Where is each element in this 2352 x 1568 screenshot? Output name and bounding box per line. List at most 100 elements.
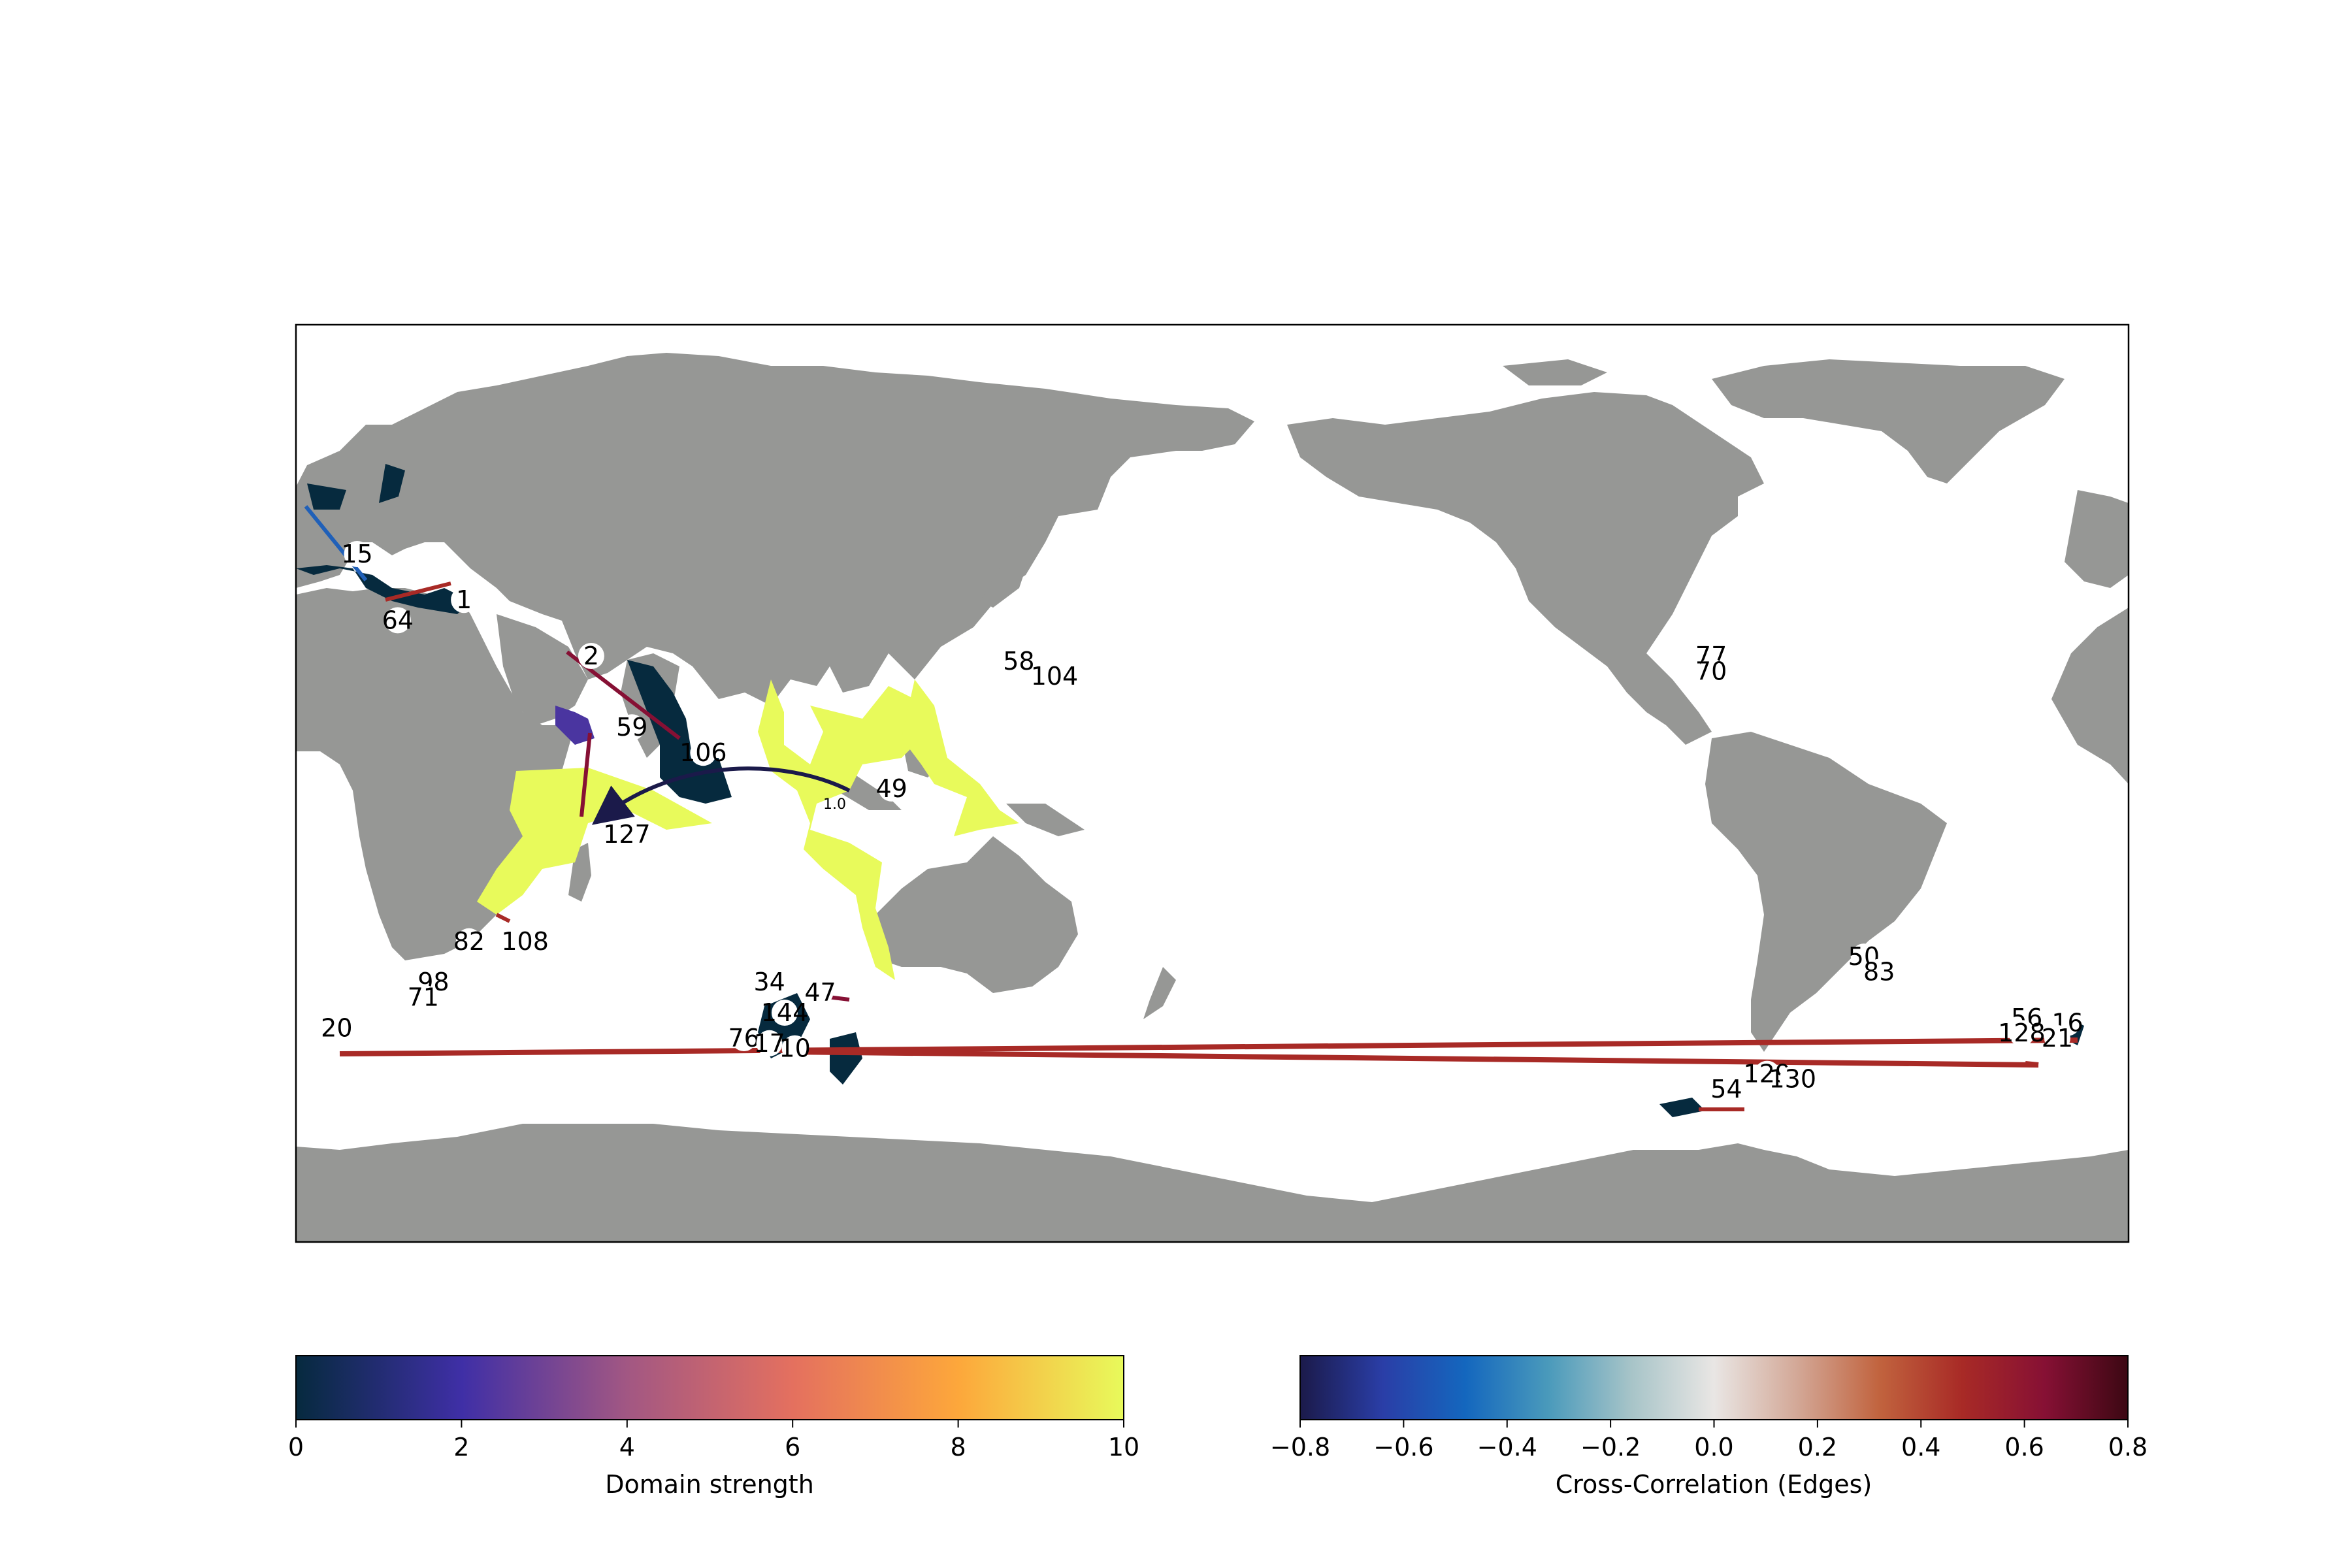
node-54: 54 [1710,1075,1742,1103]
node-marker [772,1000,798,1026]
colorbar-edges-ticks: −0.8 −0.6 −0.4 −0.2 0.0 0.2 0.4 0.6 0.8 [1270,1420,2148,1462]
edge-59-127 [580,732,592,817]
tick-label: 8 [951,1433,966,1462]
edge-144-21 [783,1049,2039,1068]
domain-strong-indian-ocean [477,768,712,915]
node-label: 144 [761,998,809,1027]
node-83: 83 [1863,958,1895,987]
domains [296,464,2084,1117]
node-82: 82 [453,927,485,956]
node-label: 15 [341,540,372,568]
node-label: 64 [382,606,414,634]
node-20: 20 [321,1013,352,1042]
node-108: 108 [501,927,549,956]
tick-label: 4 [619,1433,635,1462]
tick-label: 2 [453,1433,469,1462]
node-34: 34 [753,968,785,996]
colorbar-edges-gradient [1299,1355,2129,1420]
node-label: 2 [583,642,599,670]
land-japan [980,516,1032,608]
node-marker [384,607,411,634]
node-marker [1713,1076,1740,1102]
node-marker [1698,658,1725,685]
node-marker [1866,958,1893,985]
land-newguinea [1006,804,1085,836]
tick-label: 0.6 [2004,1433,2044,1462]
node-label: 106 [679,738,727,767]
node-marker [1779,1066,1806,1092]
node-marker [344,541,370,567]
node-label: 76 [728,1024,759,1053]
node-label: 127 [603,820,651,849]
colorbar-domain-ticks: 0 2 4 6 8 10 [288,1420,1139,1462]
tick-label: −0.2 [1580,1433,1641,1462]
edge-82-108 [495,913,511,923]
node-marker [2044,1025,2070,1051]
node-70: 70 [1695,657,1727,685]
node-17: 17 [753,1029,785,1058]
node-10: 10 [779,1034,810,1063]
edge-20-16 [339,1037,2078,1056]
node-104: 104 [1031,662,1079,691]
node-71: 71 [408,983,439,1012]
node-label: 58 [1003,647,1034,676]
node-label: 59 [616,713,647,742]
land-europe-east-edge [2065,490,2129,588]
node-marker [756,1030,783,1056]
node-marker [781,1035,808,1062]
node-marker [323,1015,350,1041]
node-label: 82 [453,927,485,956]
node-64: 64 [382,606,414,634]
node-label: 21 [2042,1024,2073,1053]
colorbar-domain-gradient [295,1355,1124,1420]
tick-label: 6 [785,1433,800,1462]
node-144: 144 [761,998,809,1027]
tick-label: 0.4 [1901,1433,1940,1462]
node-label: 83 [1863,958,1895,987]
node-label: 130 [1769,1064,1816,1093]
node-15: 15 [341,540,372,568]
node-label: 71 [408,983,439,1012]
edge-49-127 [591,766,851,825]
node-marker [690,740,717,766]
node-label: 108 [501,927,549,956]
node-label: 128 [1998,1019,2046,1047]
node-127: 127 [603,820,651,849]
node-1: 1 [451,585,478,614]
tick-label: 0.0 [1694,1433,1733,1462]
domain-weak-europe [307,483,346,510]
node-label: 17 [753,1029,785,1058]
node-marker [455,928,482,955]
node-label: 10 [779,1034,810,1063]
edge-128-21 [2025,1061,2039,1068]
node-label: 1 [456,585,472,614]
node-marker [1005,647,1032,674]
node-106: 106 [679,738,727,767]
land-southamerica [1705,732,1947,1052]
node-marker [578,643,604,669]
domain-strong-pacific [902,679,1019,836]
tick-label: −0.6 [1373,1433,1433,1462]
node-label: 70 [1695,657,1727,685]
node-marker [619,714,645,741]
domain-mid-somali [555,706,595,745]
node-marker [1041,663,1068,690]
domain-weak-arabian [627,660,732,804]
node-marker [451,587,478,613]
domain-weak-med [296,565,470,614]
node-label: 20 [321,1013,352,1042]
node-59: 59 [616,713,647,742]
land-eurasia [296,353,1254,706]
node-label: 47 [804,978,836,1007]
edge-weight-label: 1.0 [823,796,846,813]
tick-label: 0 [288,1433,304,1462]
colorbar-edges-title: Cross-Correlation (Edges) [1556,1470,1872,1499]
node-21: 21 [2042,1024,2073,1053]
edge-15-64 [304,505,368,581]
land-africa-east-edge [2051,608,2129,784]
colorbar-edges: −0.8 −0.6 −0.4 −0.2 0.0 0.2 0.4 0.6 0.8 Cross-Co… [1270,1355,2148,1499]
node-label: 49 [875,774,907,803]
domain-weak-antarctic [1659,1098,1705,1117]
node-76: 76 [728,1024,759,1053]
